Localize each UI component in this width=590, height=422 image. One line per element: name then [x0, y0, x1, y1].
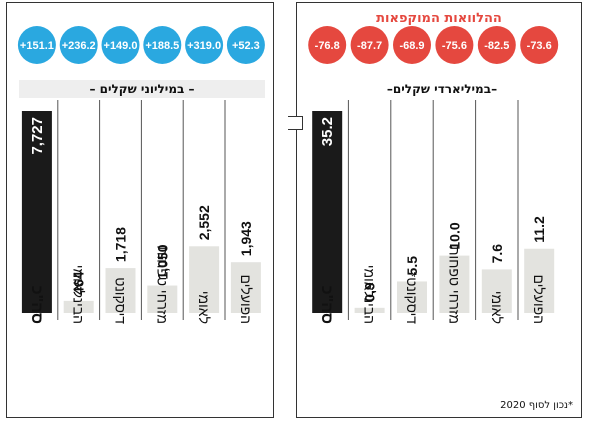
change-label: -75.6 — [442, 40, 467, 52]
value-label: 5.5 — [404, 256, 420, 276]
value-label: 7.6 — [489, 244, 505, 264]
change-circle — [226, 26, 265, 64]
change-label: -87.7 — [357, 40, 382, 52]
value-label: 2,552 — [196, 205, 212, 240]
value-label: 10.0 — [446, 222, 462, 249]
panel-connector — [288, 116, 303, 130]
tick-label: הבינלאומי — [362, 265, 378, 324]
value-label: 464 — [71, 271, 87, 295]
panel-billions: ההלוואות המוקפאות –במיליארדי שקלים– *נכו… — [296, 2, 582, 418]
tick-label: הבינלאומי — [71, 265, 87, 324]
change-circle — [393, 26, 431, 64]
tick-label: דיסקונט* — [404, 272, 420, 324]
tick-label: סה"כ — [28, 286, 45, 324]
change-circle — [477, 26, 516, 64]
bar — [481, 269, 512, 313]
change-label: +188.5 — [145, 40, 179, 52]
bar — [439, 255, 470, 313]
change-label: +149.0 — [104, 40, 138, 52]
bar — [147, 285, 178, 313]
change-label: -82.5 — [484, 40, 509, 52]
chart-title: ההלוואות המוקפאות — [376, 11, 502, 26]
value-label: 1,050 — [154, 244, 170, 279]
change-circle — [17, 26, 56, 64]
change-circle — [308, 26, 347, 64]
change-label: +236.2 — [62, 40, 96, 52]
change-label: +151.1 — [20, 40, 54, 52]
change-circle — [143, 26, 182, 64]
footnote: *נכון לסוף 2020 — [500, 400, 573, 411]
tick-label: הפועלים — [238, 275, 254, 324]
bar — [524, 248, 555, 313]
bar — [21, 111, 52, 313]
tick-label: מזרחי טפחות — [446, 246, 462, 324]
change-circle — [101, 26, 140, 64]
value-label: 1,943 — [238, 221, 254, 256]
change-circle — [435, 26, 474, 64]
bar — [312, 111, 343, 313]
value-label: 7,727 — [29, 117, 46, 155]
tick-label: מזרחי טפחות — [154, 246, 170, 324]
change-circle — [350, 26, 389, 64]
unit-label-millions: – במיליוני שקלים – — [19, 80, 265, 98]
unit-label-billions: –במיליארדי שקלים– — [386, 82, 498, 96]
tick-label: לאומי — [489, 291, 505, 324]
bar — [63, 300, 94, 313]
tick-label: סה"כ — [318, 286, 335, 324]
tick-label: לאומי — [196, 291, 212, 324]
bar — [230, 262, 261, 313]
change-label: -68.9 — [399, 40, 424, 52]
change-circle — [185, 26, 224, 64]
bar — [189, 246, 220, 313]
change-label: +319.0 — [187, 40, 221, 52]
bar — [354, 307, 385, 313]
change-label: -76.8 — [315, 40, 340, 52]
tick-label: הפועלים — [531, 275, 547, 324]
value-label: 11.2 — [531, 216, 547, 243]
change-label: +52.3 — [232, 40, 260, 52]
bar — [105, 268, 136, 313]
tick-label: דיסקונט — [113, 277, 129, 324]
bar — [397, 281, 427, 313]
value-label: 0.9 — [362, 282, 378, 302]
change-label: -73.6 — [527, 40, 552, 52]
change-circle — [520, 26, 559, 64]
change-circle — [59, 26, 98, 64]
value-label: 35.2 — [319, 117, 336, 146]
value-label: 1,718 — [113, 227, 129, 262]
